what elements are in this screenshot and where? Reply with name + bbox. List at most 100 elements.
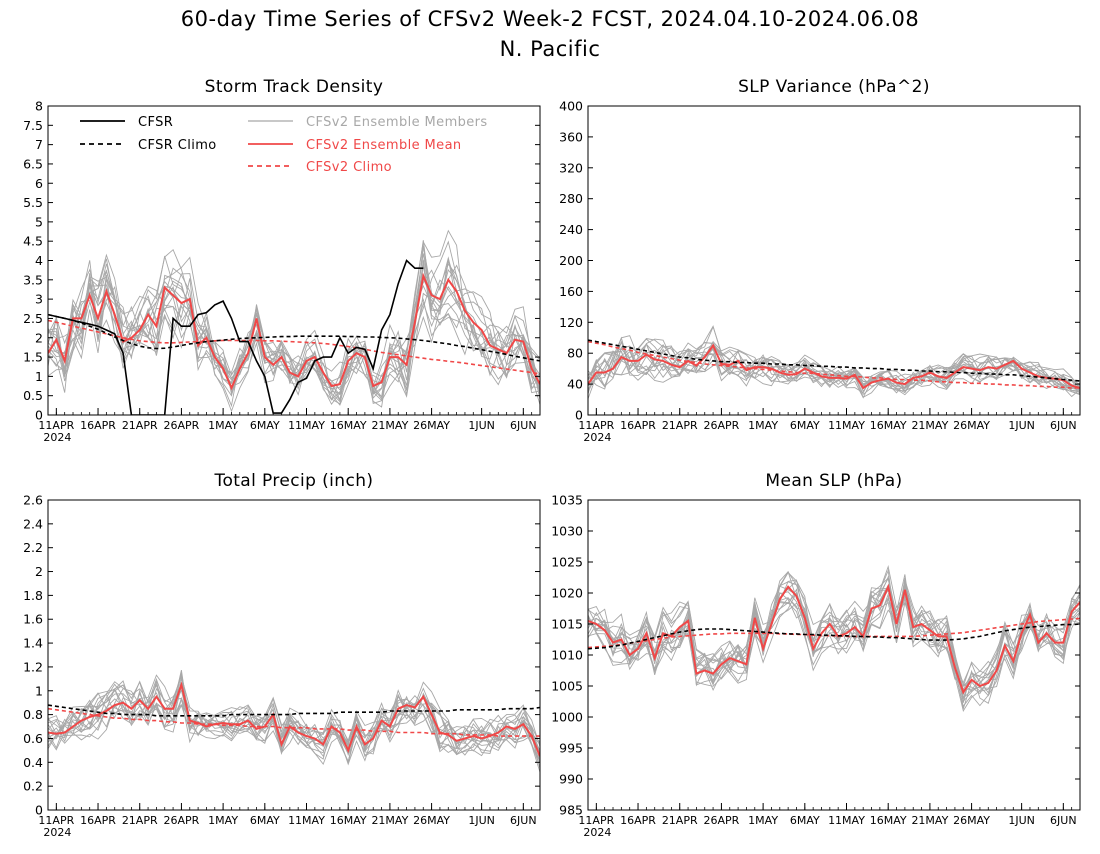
x-tick-label: 1MAY <box>208 814 238 827</box>
panel-mean-slp: Mean SLP (hPa) 985 990 995 1000 1005 1010 1015 1… <box>551 471 1081 839</box>
y-tick-label: 3 <box>35 292 43 307</box>
ensemble-member-line <box>48 684 540 770</box>
y-tick-label: 7 <box>35 137 43 152</box>
ensemble-member-line <box>588 571 1080 695</box>
ensemble-member-line <box>588 580 1080 703</box>
x-tick-label: 26MAY <box>953 419 990 432</box>
ensemble-member-line <box>48 682 540 761</box>
y-tick-label: 1025 <box>551 555 583 570</box>
y-tick-label: 995 <box>559 741 583 756</box>
y-tick-label: 1.4 <box>23 636 43 651</box>
y-tick-label: 0 <box>35 408 43 423</box>
x-tick-label: 11APR <box>38 814 74 827</box>
y-tick-label: 1030 <box>551 524 583 539</box>
y-tick-label: 1010 <box>551 648 583 663</box>
y-tick-label: 6.5 <box>23 156 43 171</box>
x-tick-label: 26MAY <box>413 419 450 432</box>
cfsr-climo-line <box>48 704 540 717</box>
x-tick-label: 6MAY <box>250 814 280 827</box>
panel-storm-track-density: Storm Track Density 0 0.5 1 1.5 2 2.5 3 3.5 4 4.5 5… <box>23 77 541 444</box>
cfsv2-ensemble-mean-line <box>588 583 1080 695</box>
x-year-label: 2024 <box>583 826 611 839</box>
y-tick-label: 1 <box>35 683 43 698</box>
x-tick-label: 1MAY <box>748 814 778 827</box>
x-tick-label: 21APR <box>122 814 158 827</box>
cfsr-climo-line <box>48 313 540 362</box>
y-tick-label: 2.6 <box>23 493 43 508</box>
cfsv2-ensemble-mean-line <box>48 272 540 391</box>
y-tick-label: 1.8 <box>23 588 43 603</box>
x-tick-label: 26MAY <box>953 814 990 827</box>
y-tick-label: 0.2 <box>23 779 43 794</box>
x-tick-label: 6JUN <box>1050 814 1077 827</box>
ensemble-member-line <box>588 338 1080 398</box>
x-tick-label: 21APR <box>122 419 158 432</box>
x-year-label: 2024 <box>583 431 611 444</box>
ensemble-member-line <box>588 589 1080 699</box>
plot-area <box>588 565 1080 713</box>
x-tick-label: 21APR <box>662 814 698 827</box>
y-tick-label: 0 <box>35 803 43 818</box>
y-tick-label: 6 <box>35 176 43 191</box>
y-tick-label: 2.4 <box>23 516 43 531</box>
legend-label: CFSR Climo <box>138 138 217 153</box>
figure-title-line1: 60-day Time Series of CFSv2 Week-2 FCST,… <box>181 7 919 31</box>
y-tick-label: 1000 <box>551 710 583 725</box>
ensemble-member-line <box>588 574 1080 713</box>
x-tick-label: 16APR <box>80 419 116 432</box>
y-tick-label: 2.5 <box>23 311 43 326</box>
x-tick-label: 6JUN <box>510 419 537 432</box>
ensemble-member-line <box>588 340 1080 394</box>
ensemble-member-line <box>48 684 540 760</box>
y-tick-label: 1.5 <box>23 350 43 365</box>
y-tick-label: 985 <box>559 803 583 818</box>
panel-slp-variance: SLP Variance (hPa^2) 0 40 80 120 160 200 240 280… <box>559 77 1081 444</box>
x-tick-label: 16MAY <box>330 814 367 827</box>
panel-title: SLP Variance (hPa^2) <box>738 77 930 97</box>
y-tick-label: 990 <box>559 772 583 787</box>
y-tick-label: 320 <box>559 160 583 175</box>
y-tick-label: 80 <box>567 346 583 361</box>
x-tick-label: 16APR <box>620 814 656 827</box>
cfsv2-ensemble-mean-line <box>588 343 1080 390</box>
panel-title: Storm Track Density <box>205 77 384 97</box>
y-tick-label: 1035 <box>551 493 583 508</box>
x-tick-label: 6MAY <box>250 419 280 432</box>
x-tick-label: 16MAY <box>870 419 907 432</box>
x-tick-label: 11MAY <box>828 814 865 827</box>
ensemble-member-line <box>48 259 540 408</box>
ensemble-member-line <box>48 688 540 768</box>
y-tick-label: 40 <box>567 377 583 392</box>
x-tick-label: 26APR <box>164 814 200 827</box>
x-tick-label: 26APR <box>164 419 200 432</box>
y-tick-label: 120 <box>559 315 583 330</box>
y-tick-label: 360 <box>559 129 583 144</box>
cfsv2-ensemble-mean-line <box>48 681 540 757</box>
x-tick-label: 16APR <box>80 814 116 827</box>
x-tick-label: 21MAY <box>911 814 948 827</box>
x-tick-label: 16MAY <box>330 419 367 432</box>
x-year-label: 2024 <box>43 431 71 444</box>
x-tick-label: 6JUN <box>510 814 537 827</box>
y-tick-label: 1005 <box>551 679 583 694</box>
ensemble-member-line <box>48 669 540 757</box>
ensemble-member-line <box>48 680 540 763</box>
legend-label: CFSR <box>138 115 173 130</box>
ensemble-member-line <box>48 240 540 406</box>
x-tick-label: 11MAY <box>288 419 325 432</box>
x-tick-label: 26MAY <box>413 814 450 827</box>
ensemble-member-line <box>48 673 540 754</box>
ensemble-member-line <box>48 265 540 402</box>
x-tick-label: 26APR <box>704 419 740 432</box>
ensemble-member-line <box>588 343 1080 394</box>
y-tick-label: 2.2 <box>23 540 43 555</box>
y-tick-label: 200 <box>559 253 583 268</box>
ensemble-member-line <box>48 245 540 392</box>
x-tick-label: 1MAY <box>748 419 778 432</box>
y-tick-label: 3.5 <box>23 272 43 287</box>
plot-area <box>48 669 540 773</box>
y-tick-label: 1.6 <box>23 612 43 627</box>
y-tick-label: 160 <box>559 284 583 299</box>
